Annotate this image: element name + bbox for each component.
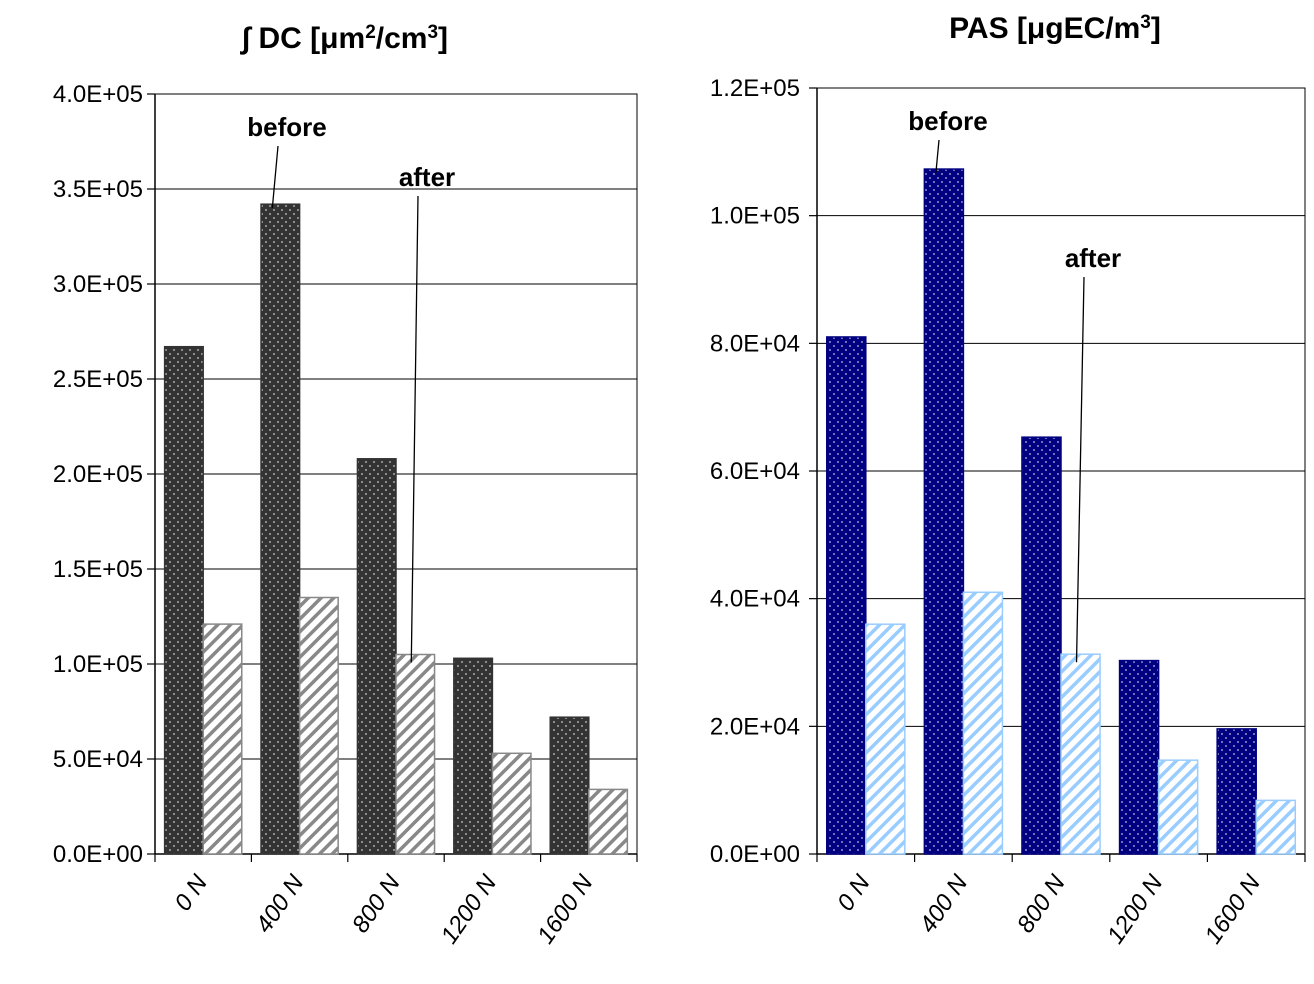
y-tick-label: 5.0E+04: [53, 746, 143, 773]
bar-before-1200n: [453, 657, 494, 855]
bar-after-1200n: [1157, 759, 1199, 855]
bar-after-800n: [395, 653, 436, 855]
bar-after-400n: [298, 596, 339, 855]
x-tick-label: 0 N: [169, 869, 213, 916]
bar-before-1200n: [1118, 659, 1160, 855]
x-tick-label: 1600 N: [1199, 869, 1266, 948]
bar-after-1600n: [1255, 799, 1296, 855]
x-tick-label: 1200 N: [1102, 869, 1169, 948]
chart-dc: ∫ DC [μm2/cm3] 0.0E+00 5.0E+04 1.0E+05 1.5E+…: [53, 22, 638, 949]
y-tick-label: 2.5E+05: [53, 366, 143, 393]
annotation-before: before: [908, 106, 987, 136]
y-tick-label: 6.0E+04: [710, 458, 800, 485]
bar-after-400n: [962, 591, 1004, 855]
bar-before-800n: [1021, 436, 1062, 855]
bar-after-1600n: [588, 788, 629, 855]
chart-pas: PAS [μgEC/m3] 0.0E+00 2.0E+04 4.0E+04 6.0E+0…: [710, 12, 1306, 949]
annotation-leader: [935, 139, 940, 174]
y-tick-label: 3.5E+05: [53, 176, 143, 203]
bar-after-0n: [865, 623, 906, 855]
y-tick-label: 2.0E+04: [710, 713, 800, 740]
bar-after-0n: [202, 623, 243, 855]
annotation-after: after: [399, 162, 455, 192]
annotation-after: after: [1065, 243, 1121, 273]
bar-before-1600n: [549, 716, 590, 855]
y-tick-label: 1.0E+05: [710, 203, 800, 230]
annotation-leader: [1075, 276, 1085, 663]
bar-before-0n: [826, 336, 867, 855]
bar-after-800n: [1060, 653, 1101, 855]
bar-before-800n: [356, 458, 397, 855]
bar-before-0n: [163, 345, 204, 855]
y-tick-label: 4.0E+05: [53, 81, 143, 108]
x-tick-label: 400 N: [914, 869, 973, 937]
annotation-before: before: [247, 112, 326, 142]
y-tick-label: 1.5E+05: [53, 556, 143, 583]
x-tick-label: 800 N: [1012, 869, 1071, 937]
x-tick-label: 1200 N: [436, 869, 503, 948]
y-tick-label: 2.0E+05: [53, 461, 143, 488]
y-tick-label: 0.0E+00: [710, 841, 800, 868]
y-tick-label: 1.0E+05: [53, 651, 143, 678]
x-tick-label: 1600 N: [532, 869, 599, 948]
y-tick-label: 1.2E+05: [710, 75, 800, 102]
bar-before-400n: [923, 168, 965, 855]
chart-title: ∫ DC [μm2/cm3]: [240, 22, 448, 56]
bar-before-1600n: [1216, 728, 1257, 855]
y-tick-label: 0.0E+00: [53, 841, 143, 868]
annotation-leader: [271, 145, 279, 209]
bar-after-1200n: [491, 752, 532, 855]
x-tick-label: 0 N: [832, 869, 876, 916]
x-tick-label: 400 N: [250, 869, 309, 937]
bar-before-400n: [260, 203, 301, 855]
y-tick-label: 4.0E+04: [710, 586, 800, 613]
annotation-leader: [410, 195, 419, 663]
chart-title: PAS [μgEC/m3]: [949, 12, 1161, 46]
y-tick-label: 3.0E+05: [53, 271, 143, 298]
x-tick-label: 800 N: [347, 869, 406, 937]
y-tick-label: 8.0E+04: [710, 330, 800, 357]
